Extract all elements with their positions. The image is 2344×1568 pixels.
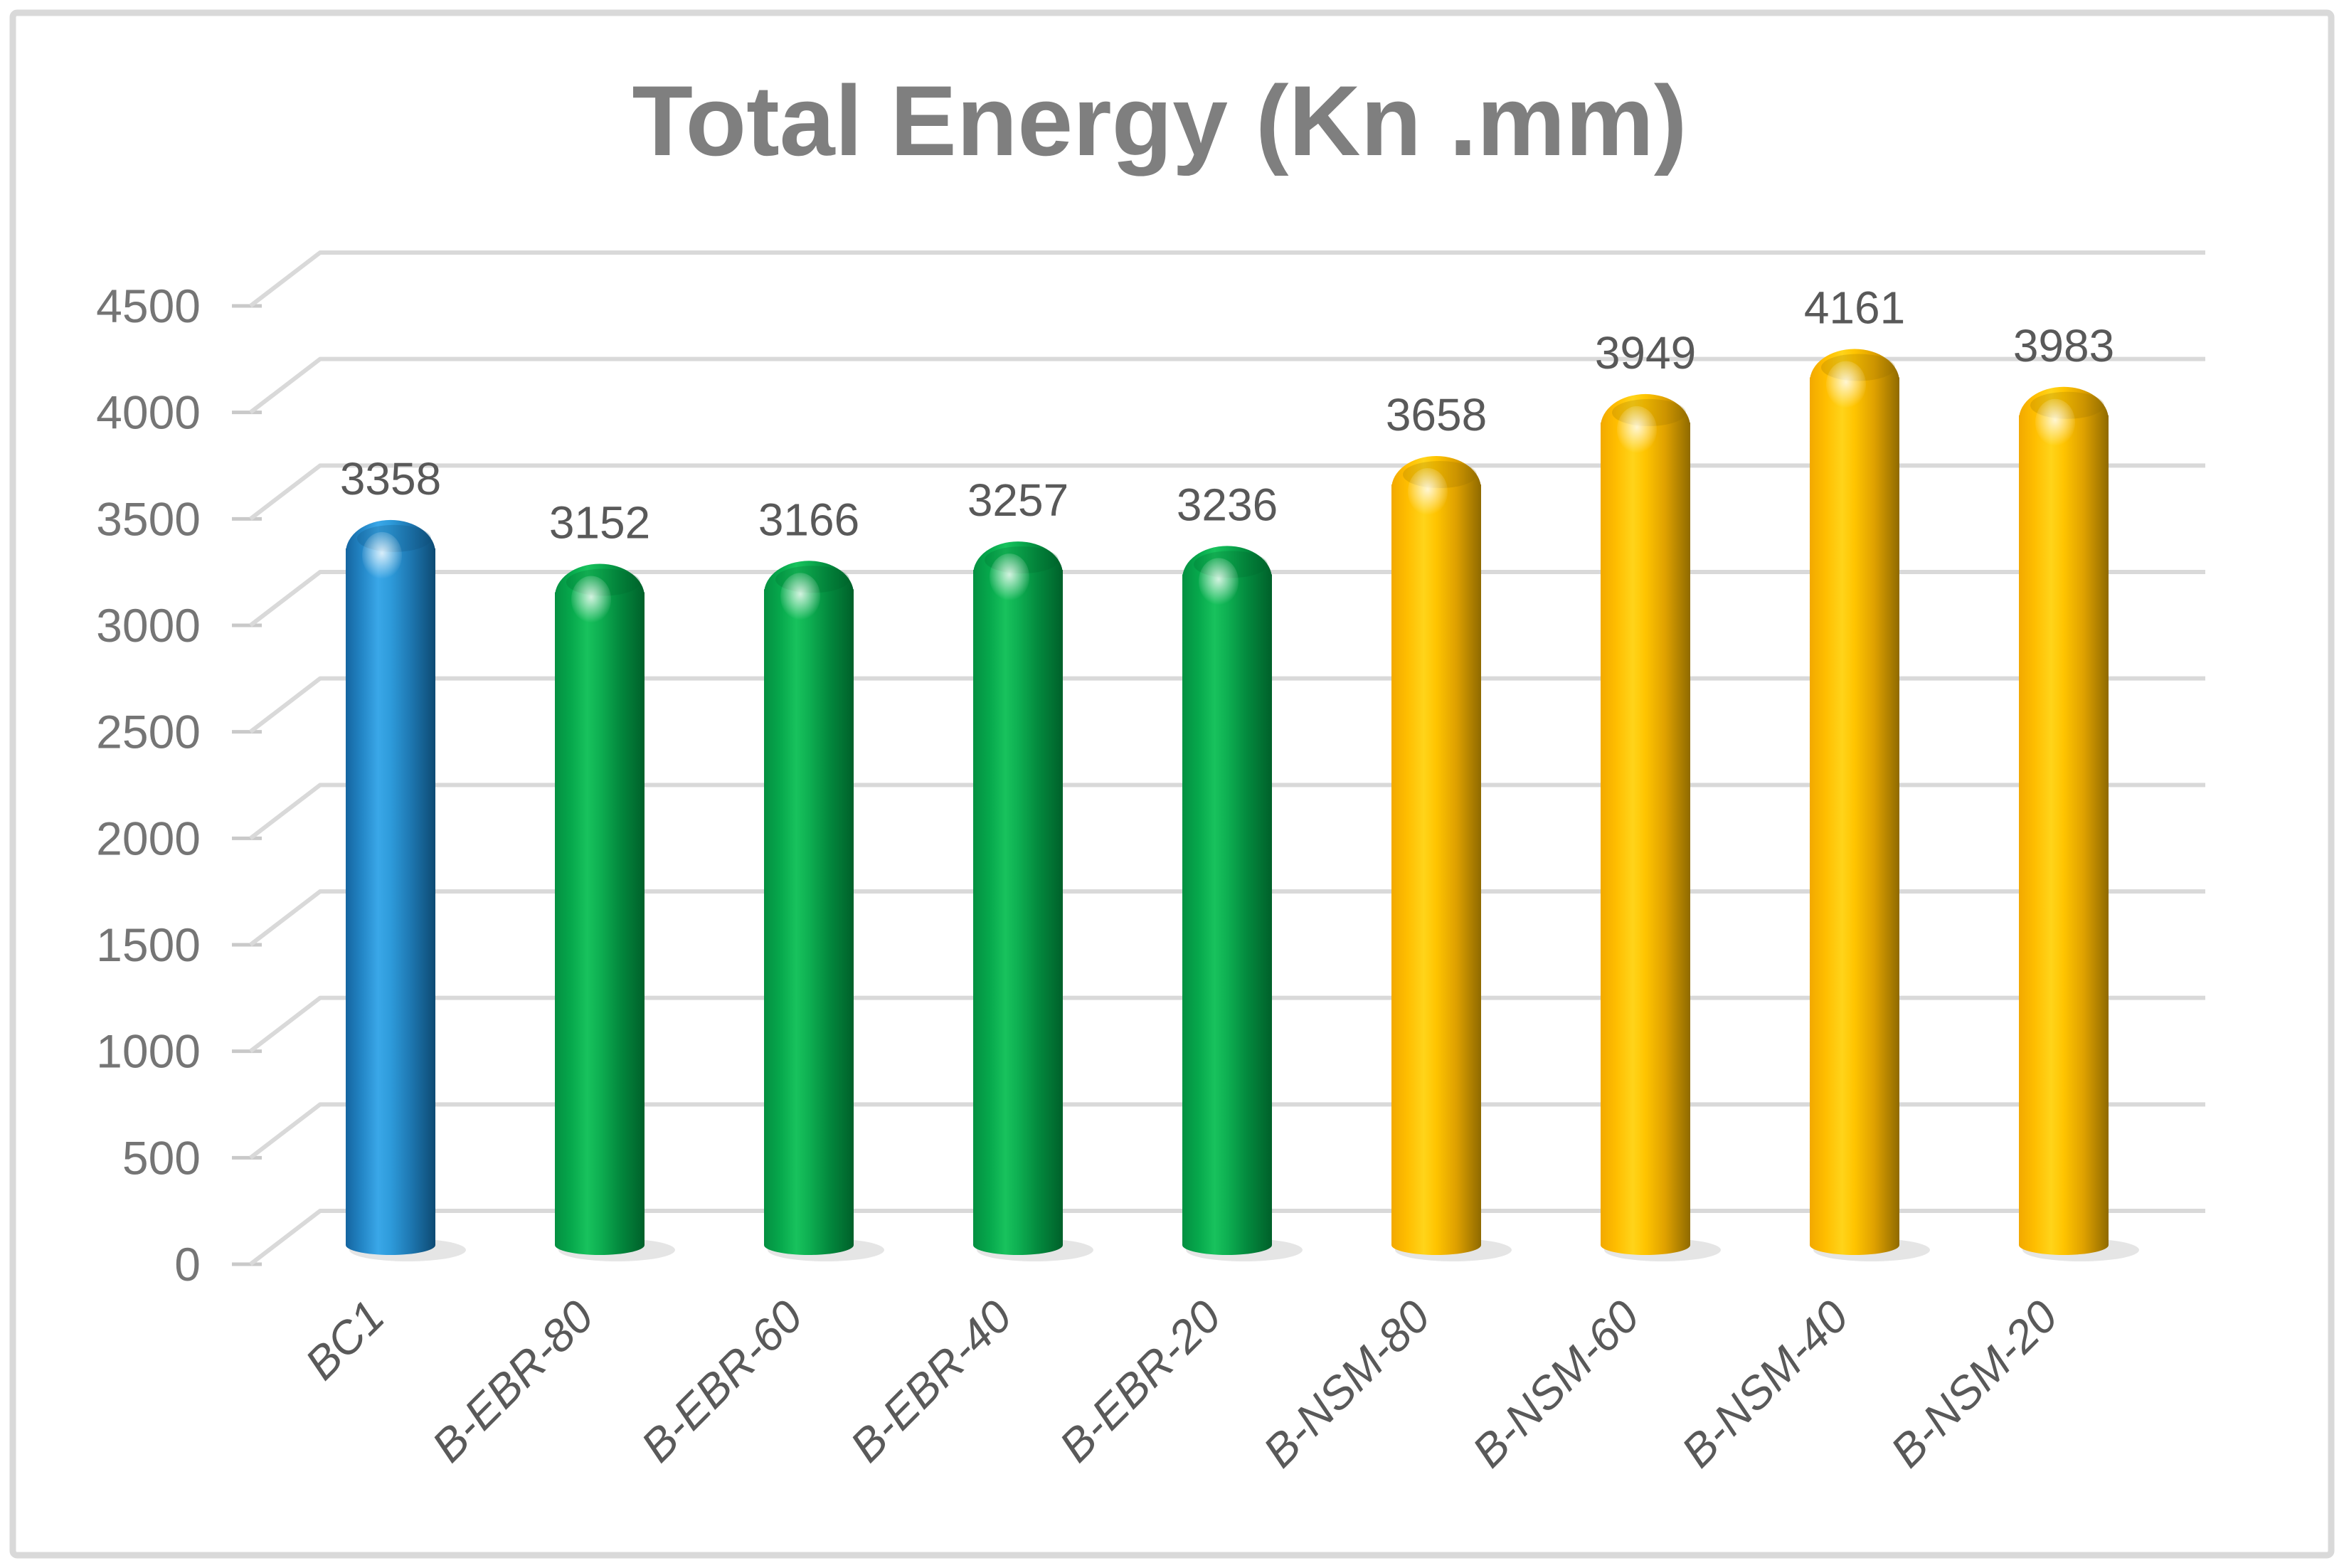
bar-highlight	[1199, 558, 1239, 605]
y-axis-label: 2000	[96, 812, 201, 864]
y-axis-label: 3000	[96, 599, 201, 652]
bar-body	[973, 570, 1063, 1245]
chart-title: Total Energy (Kn .mm)	[632, 65, 1687, 176]
bar-body	[1391, 484, 1481, 1245]
bar-B-EBR-80	[555, 563, 675, 1261]
bar-B-EBR-60	[764, 561, 884, 1261]
gridline	[249, 676, 2205, 734]
y-axis-label: 1500	[96, 918, 201, 971]
bar-B-EBR-40	[973, 541, 1093, 1261]
y-axis-label: 4500	[96, 280, 201, 332]
bar-B-NSM-20	[2019, 386, 2139, 1261]
bar-body	[1810, 377, 1899, 1245]
y-axis-label: 500	[122, 1131, 201, 1184]
bar-value-label: 3236	[1177, 479, 1278, 530]
bar-value-label: 4161	[1804, 282, 1905, 333]
bar-highlight	[990, 553, 1029, 601]
gridline	[249, 570, 2205, 627]
bar-B-NSM-40	[1810, 349, 1930, 1261]
gridlines-group	[232, 250, 2205, 1266]
bar-body	[346, 548, 435, 1245]
bar-value-label: 3658	[1386, 389, 1487, 440]
bar-highlight	[1617, 406, 1657, 453]
bar-B-NSM-60	[1601, 393, 1721, 1261]
y-axis-label: 1000	[96, 1025, 201, 1078]
bar-value-label: 3358	[340, 453, 441, 504]
gridline	[249, 995, 2205, 1054]
bar-BC1	[346, 519, 466, 1261]
bar-body	[1182, 574, 1272, 1245]
gridline	[249, 783, 2205, 840]
gridline	[249, 463, 2205, 521]
bar-B-EBR-20	[1182, 546, 1303, 1261]
bar-value-label: 3152	[549, 497, 650, 549]
y-axis-label: 4000	[96, 386, 201, 439]
y-axis-label: 0	[174, 1238, 201, 1291]
bar-highlight	[780, 573, 820, 620]
bar-value-label: 3949	[1595, 327, 1696, 378]
bar-value-label: 3983	[2013, 320, 2114, 371]
bars-group	[346, 349, 2139, 1261]
y-axis-label: 3500	[96, 492, 201, 545]
bar-highlight	[571, 576, 611, 623]
bar-B-NSM-80	[1391, 456, 1512, 1261]
gridline	[249, 250, 2205, 308]
bar-value-label: 3166	[758, 494, 859, 545]
bar-value-label: 3257	[967, 475, 1068, 526]
bar-body	[555, 592, 645, 1245]
y-axis-label: 2500	[96, 706, 201, 758]
bar-body	[2019, 415, 2109, 1245]
gridline	[249, 356, 2205, 415]
bar-body	[1601, 422, 1690, 1246]
bar-highlight	[1408, 468, 1448, 516]
bar-body	[764, 589, 854, 1245]
gridline	[249, 1209, 2205, 1266]
gridline	[249, 889, 2205, 947]
gridline	[249, 1102, 2205, 1160]
bar-highlight	[362, 531, 402, 579]
bar-highlight	[1826, 361, 1866, 408]
bar-highlight	[2035, 398, 2075, 446]
